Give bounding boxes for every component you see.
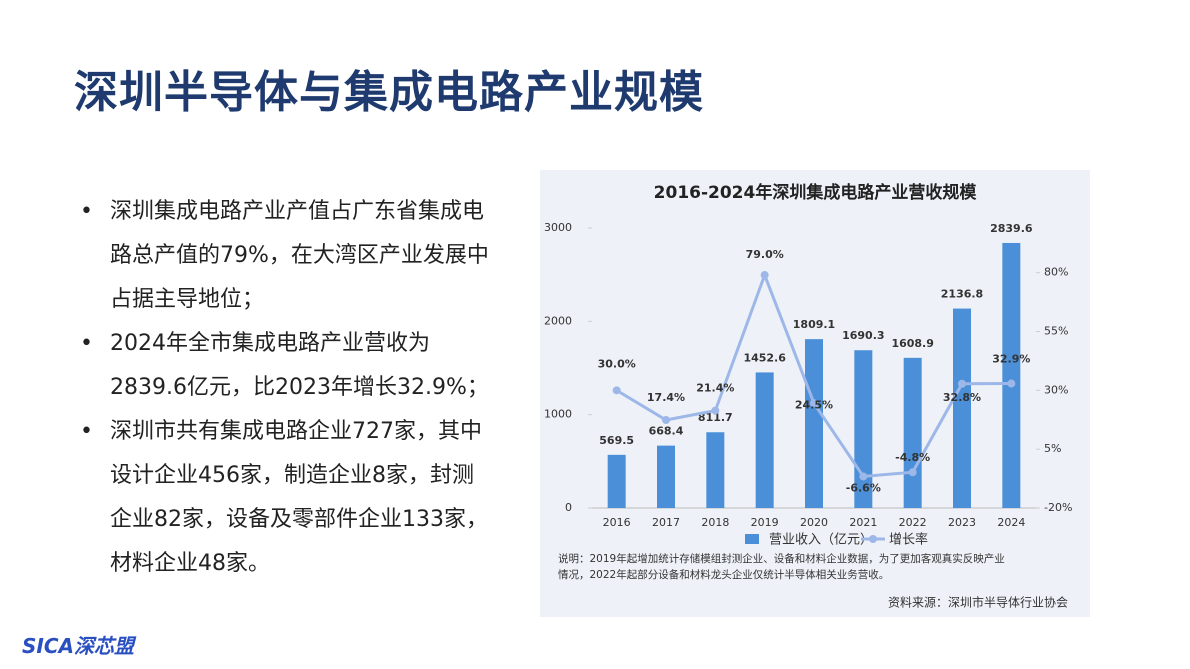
line-point [612, 386, 621, 395]
data-label: 1452.6 [743, 351, 786, 364]
source: 资料来源：深圳市半导体行业协会 [888, 595, 1068, 610]
x-tick-label: 2019 [751, 516, 779, 529]
line-point [662, 416, 670, 424]
data-label: 30.0% [598, 357, 636, 370]
line-point [760, 271, 769, 280]
note: 说明：2019年起增加统计存储模组封测企业、设备和材料企业数据，为了更加客观真实… [558, 552, 1005, 565]
data-label: -6.6% [846, 481, 881, 494]
data-label: 21.4% [696, 382, 734, 395]
data-label: 1809.1 [793, 318, 835, 331]
line-point [711, 406, 720, 415]
data-label: 32.9% [992, 353, 1030, 366]
data-label: 32.8% [943, 391, 981, 404]
legend-label: 增长率 [889, 532, 928, 548]
line-point [908, 468, 917, 477]
data-label: 2839.6 [990, 222, 1033, 235]
y2-tick-label: 30% [1044, 383, 1068, 396]
bullet: 深圳市共有集成电路企业727家，其中设计企业456家，制造企业8家，封测企业82… [80, 410, 490, 586]
line-point [958, 379, 966, 388]
data-label: 79.0% [746, 248, 784, 261]
y-tick-label: 0 [565, 501, 572, 514]
note: 情况，2022年起部分设备和材料龙头企业仅统计半导体相关业务营收。 [558, 568, 889, 581]
data-label: 1608.9 [891, 337, 933, 350]
y2-tick-label: 55% [1044, 325, 1068, 338]
bar [1002, 242, 1021, 508]
bar [706, 432, 725, 508]
y-tick-label: 2000 [544, 314, 572, 327]
logo: SICA深芯盟 [22, 634, 135, 658]
data-label: 17.4% [647, 391, 685, 404]
x-tick-label: 2020 [800, 516, 828, 529]
y2-tick-label: 5% [1044, 442, 1061, 455]
bar [607, 454, 626, 508]
x-tick-label: 2017 [652, 516, 680, 529]
bar [953, 308, 971, 508]
bar [755, 372, 774, 508]
data-label: 569.5 [599, 434, 634, 447]
x-tick-label: 2018 [701, 516, 729, 529]
data-label: -4.8% [895, 451, 930, 464]
legend-swatch [745, 534, 759, 544]
chart-title: 2016-2024年深圳集成电路产业营收规模 [654, 182, 978, 203]
bullet-list: 深圳集成电路产业产值占广东省集成电路总产值的79%，在大湾区产业发展中占据主导地… [80, 190, 490, 586]
bar [903, 357, 922, 508]
y-tick-label: 3000 [544, 221, 572, 234]
bullet: 深圳集成电路产业产值占广东省集成电路总产值的79%，在大湾区产业发展中占据主导地… [80, 190, 490, 322]
data-label: 24.5% [795, 398, 833, 411]
data-label: 1690.3 [842, 329, 884, 342]
x-tick-label: 2021 [849, 516, 877, 529]
line-point [1007, 379, 1016, 388]
data-label: 811.7 [698, 411, 733, 424]
y-tick-label: 1000 [544, 408, 572, 421]
data-label: 668.4 [649, 425, 684, 438]
data-label: 2136.8 [941, 288, 983, 301]
bullet: 2024年全市集成电路产业营收为2839.6亿元，比2023年增长32.9%； [80, 322, 490, 410]
y2-tick-label: 80% [1044, 266, 1068, 279]
y2-tick-label: -20% [1044, 501, 1072, 514]
line-point [810, 399, 818, 408]
bar [657, 445, 675, 508]
x-tick-label: 2024 [997, 516, 1025, 529]
legend-label: 营业收入（亿元） [769, 533, 873, 548]
line-point [859, 472, 868, 481]
x-tick-label: 2016 [603, 516, 631, 529]
x-tick-label: 2023 [948, 516, 976, 529]
x-tick-label: 2022 [899, 516, 927, 529]
slide-title: 深圳半导体与集成电路产业规模 [74, 67, 704, 118]
bar [805, 339, 823, 508]
legend-swatch [869, 535, 877, 543]
